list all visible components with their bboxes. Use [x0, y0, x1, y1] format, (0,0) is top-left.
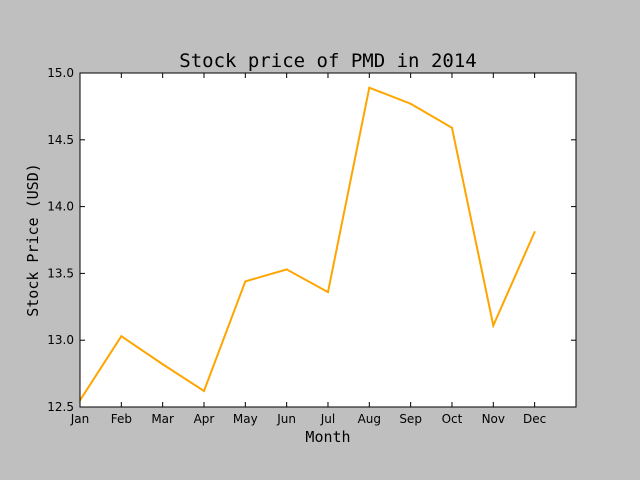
x-tick-label: Jul: [320, 412, 335, 426]
y-tick-label: 13.0: [47, 333, 74, 347]
x-axis-label: Month: [305, 428, 350, 446]
y-tick-label: 14.5: [47, 133, 74, 147]
data-point: [450, 126, 453, 129]
y-tick-label: 13.5: [47, 266, 74, 280]
y-axis-label: Stock Price (USD): [24, 163, 42, 317]
x-tick-label: Mar: [151, 412, 174, 426]
data-point: [368, 86, 371, 89]
x-tick-label: Aug: [358, 412, 381, 426]
data-point: [120, 335, 123, 338]
series-line: [79, 86, 536, 401]
x-tick-label: Jan: [70, 412, 90, 426]
x-tick-label: Apr: [194, 412, 215, 426]
data-point: [161, 363, 164, 366]
data-point: [409, 102, 412, 105]
chart-title: Stock price of PMD in 2014: [179, 50, 476, 72]
y-tick-label: 14.0: [47, 200, 74, 214]
y-tick-label: 15.0: [47, 66, 74, 80]
data-point: [202, 389, 205, 392]
x-tick-label: May: [233, 412, 258, 426]
data-point: [326, 291, 329, 294]
data-point: [244, 280, 247, 283]
axis-ticks: Jan Feb Mar Apr May Jun Jul Aug Sep Oct Nov Dec 12.5…: [47, 66, 576, 426]
y-tick-label: 12.5: [47, 400, 74, 414]
data-point: [533, 230, 536, 233]
plot-area: [80, 73, 576, 407]
x-tick-label: Sep: [399, 412, 422, 426]
plot-frame: [79, 72, 577, 408]
data-point: [285, 268, 288, 271]
x-tick-label: Nov: [482, 412, 505, 426]
x-tick-label: Feb: [111, 412, 132, 426]
data-point: [492, 324, 495, 327]
x-tick-label: Jun: [276, 412, 296, 426]
x-tick-label: Dec: [523, 412, 546, 426]
x-tick-label: Oct: [442, 412, 463, 426]
